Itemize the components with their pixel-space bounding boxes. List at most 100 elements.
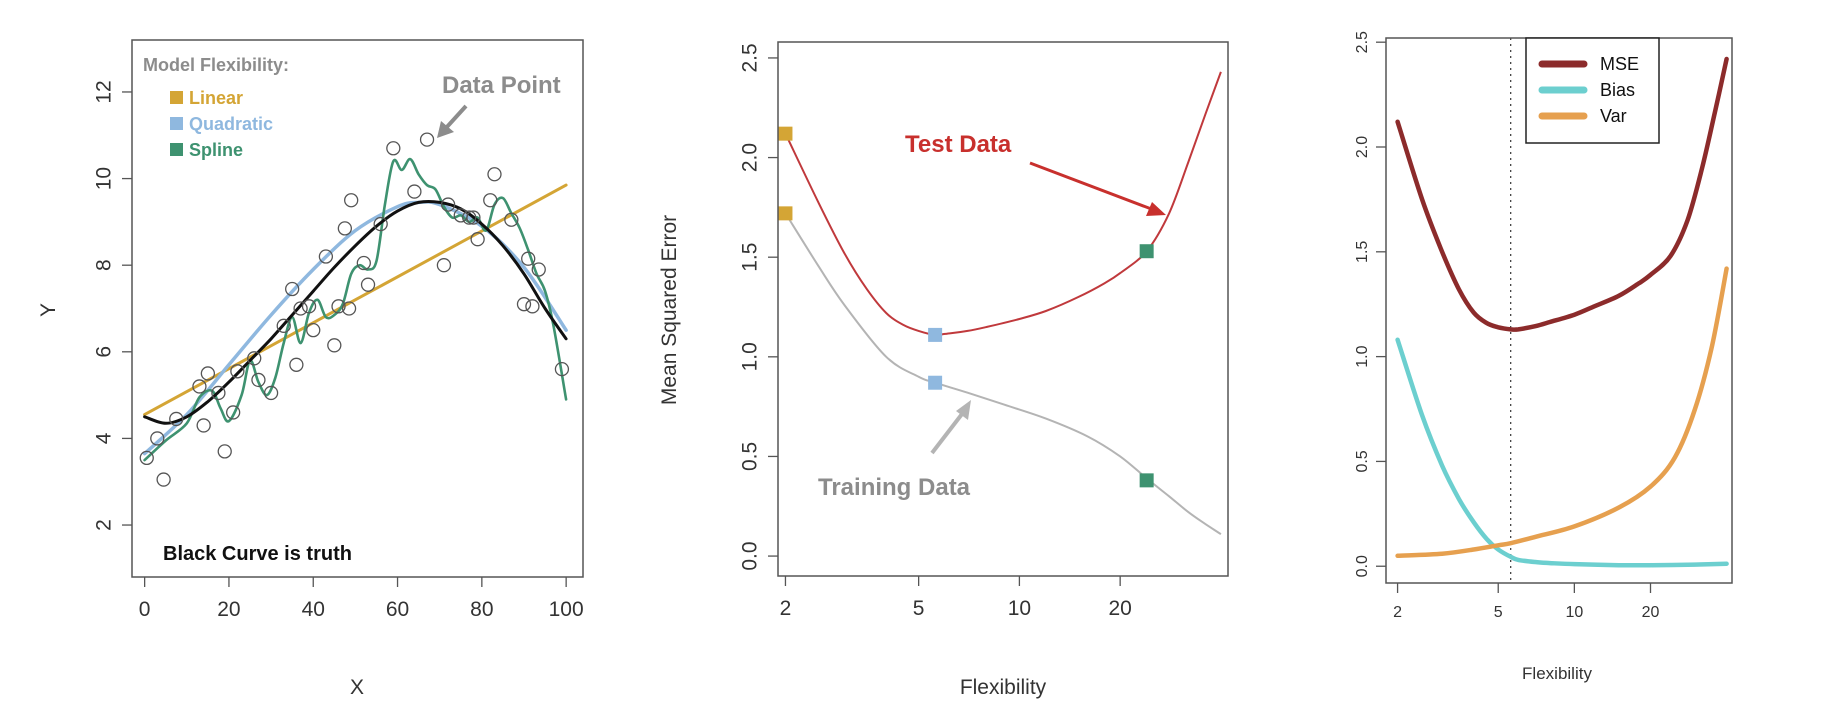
p2-xtick-label-1: 5 [913,597,925,620]
panel-2: 2 5 10 20 0.0 0.5 1.0 1.5 2.0 2.5 Mean Squared Er… [658,41,1229,699]
p1-ytick-label-0: 2 [92,519,115,531]
p1-xlabel: X [350,676,364,699]
p1-data-point-7 [211,385,226,401]
p3-series-mse [1395,56,1729,332]
p2-ytick-label-0: 0.0 [738,541,761,570]
p3-legend: MSE Bias Var [1525,37,1660,144]
p1-data-point-36 [466,210,481,225]
p3-xtick-label-0: 2 [1393,604,1402,621]
p1-ytick-label-5: 12 [92,80,115,103]
p1-data-point-24 [341,301,357,316]
p1-ytick-label-2: 6 [92,346,115,358]
p1-legend-label-linear: Linear [189,88,243,108]
p2-annotation-training-data: Training Data [818,474,971,501]
p1-data-point-18 [301,299,317,314]
p1-data-point-17 [293,301,308,316]
p1-data-point-14 [276,318,291,333]
p1-data-point-15 [285,281,300,297]
p1-data-point-44 [531,262,546,277]
p2-ytick-label-2: 1.0 [738,342,761,371]
p1-data-point-27 [360,277,376,292]
p1-annotation-arrow [437,104,468,138]
p3-xlabel: Flexibility [1522,664,1592,683]
p1-data-point-33 [440,197,456,212]
p1-data-point-9 [226,405,241,420]
p1-data-point-31 [419,132,435,147]
p1-data-point-41 [516,297,532,312]
p1-data-point-25 [344,193,359,208]
p2-series-training-data [784,212,1222,536]
p2-annotation-test-data: Test Data [905,131,1012,158]
p1-ytick-label-4: 10 [92,167,115,190]
p1-data-point-39 [487,167,502,182]
p3-ytick-label-5: 2.5 [1354,31,1371,53]
p1-xtick-label-4: 80 [470,598,493,621]
p1-xtick-label-1: 20 [217,598,240,621]
p1-annotation-data-point: Data Point [442,72,561,99]
p3-legend-label-mse: MSE [1600,54,1639,74]
p1-data-point-5 [196,418,211,433]
p1-data-point-45 [554,361,570,377]
p3-ytick-label-4: 2.0 [1354,136,1371,158]
p1-data-point-11 [247,351,262,366]
p1-data-point-20 [318,249,334,264]
p2-marker-4 [1139,244,1154,259]
p1-data-point-38 [483,193,498,208]
p3-legend-label-var: Var [1600,106,1627,126]
p1-data-point-13 [263,385,279,401]
p1-legend-swatch-spline [170,143,183,156]
p2-training-arrow [930,400,971,455]
p1-data-point-29 [386,141,401,156]
p1-data-point-0 [139,450,154,466]
p1-ytick-label-3: 8 [92,259,115,271]
p2-series-test-data [784,71,1222,337]
p3-xtick-label-1: 5 [1494,604,1503,621]
p1-data-point-21 [327,338,342,353]
p1-series-quadratic [142,200,568,456]
p1-data-point-2 [156,472,171,487]
p1-data-point-32 [436,258,452,273]
p1-legend-swatch-quadratic [170,117,183,130]
panel-3: 2 5 10 20 0.0 0.5 1.0 1.5 2.0 2.5 Flexibility MSE… [1354,31,1733,683]
p1-legend-swatch-linear [170,91,183,104]
p1-data-point-12 [251,372,266,388]
p2-ytick-label-4: 2.0 [738,143,761,172]
p3-ytick-label-3: 1.5 [1354,241,1371,263]
p1-legend-label-spline: Spline [189,140,243,160]
p1-xtick-label-3: 60 [386,598,409,621]
p1-data-point-16 [289,357,304,372]
p1-annotation-truth: Black Curve is truth [163,543,352,565]
p1-data-point-26 [356,255,371,271]
p1-data-point-4 [192,379,207,394]
p1-series-truth [143,199,568,425]
p2-plot-frame [777,41,1229,577]
p1-data-point-23 [337,221,353,236]
p1-series-spline [143,157,568,462]
p1-data-point-10 [230,364,245,379]
p1-data-point-40 [504,212,519,227]
p1-legend-label-quadratic: Quadratic [189,114,273,134]
p2-marker-1 [778,206,793,221]
p1-data-point-6 [200,366,216,381]
p1-data-point-43 [525,299,540,314]
p1-data-point-3 [169,411,184,427]
p3-series-bias [1395,337,1729,568]
p2-ylabel: Mean Squared Error [658,215,681,405]
p3-ytick-label-2: 1.0 [1354,345,1371,367]
p3-xtick-label-2: 10 [1565,604,1583,621]
p2-xtick-label-3: 20 [1108,597,1131,620]
p1-data-point-19 [306,323,321,338]
p1-ytick-label-1: 4 [92,432,115,444]
p1-data-point-8 [217,444,232,459]
p2-ytick-label-1: 0.5 [738,442,761,471]
p1-data-point-37 [470,232,485,247]
p3-series-var [1395,266,1729,559]
p1-data-point-28 [373,216,388,232]
p1-plot-frame [131,39,584,578]
p2-marker-0 [778,126,793,141]
p2-xtick-label-0: 2 [780,597,792,620]
p1-data-point-30 [407,184,422,199]
p2-xlabel: Flexibility [960,676,1047,699]
p3-ytick-label-1: 0.5 [1354,450,1371,472]
